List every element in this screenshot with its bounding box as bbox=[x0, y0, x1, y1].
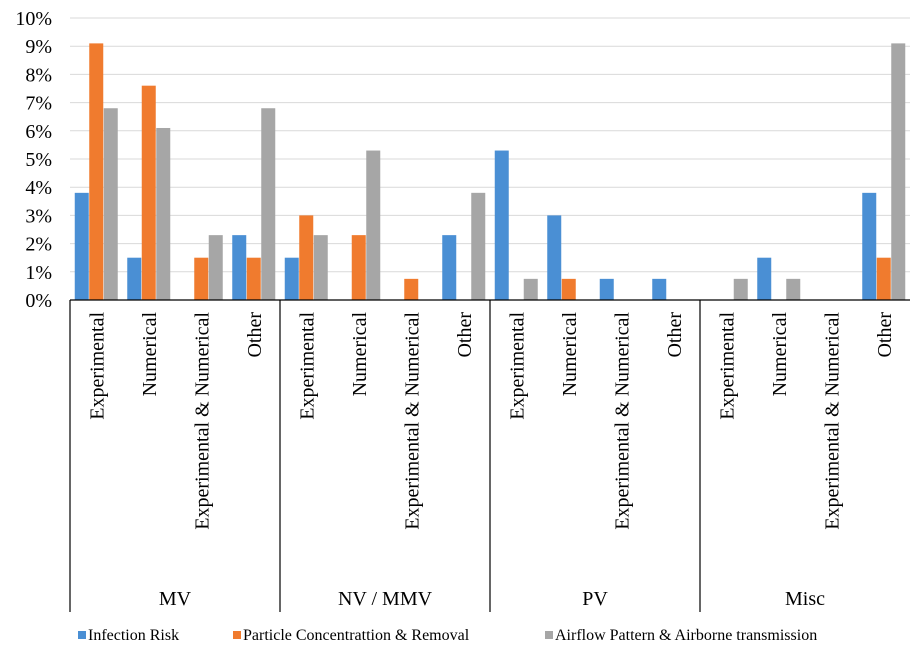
bar bbox=[351, 235, 366, 300]
bar bbox=[299, 215, 314, 300]
group-label: MV bbox=[159, 588, 192, 610]
legend-swatch bbox=[545, 631, 553, 639]
bar bbox=[404, 278, 419, 300]
category-label: Experimental bbox=[716, 312, 738, 420]
bar bbox=[313, 235, 328, 300]
bar bbox=[74, 192, 89, 300]
bar bbox=[89, 43, 104, 300]
y-tick-label: 9% bbox=[25, 36, 52, 58]
legend-label: Infection Risk bbox=[88, 627, 179, 644]
category-label: Numerical bbox=[139, 312, 161, 397]
category-label: Experimental & Numerical bbox=[611, 312, 633, 530]
bar bbox=[284, 257, 299, 300]
bar bbox=[232, 235, 247, 300]
category-label: Experimental & Numerical bbox=[191, 312, 213, 530]
y-tick-label: 8% bbox=[25, 64, 52, 86]
category-label: Numerical bbox=[769, 312, 791, 397]
bar bbox=[442, 235, 457, 300]
bar bbox=[261, 108, 276, 301]
category-label: Other bbox=[244, 312, 266, 358]
category-label: Other bbox=[454, 312, 476, 358]
bar bbox=[141, 85, 156, 301]
bar bbox=[471, 192, 486, 300]
bar bbox=[246, 257, 261, 300]
y-tick-label: 10% bbox=[15, 8, 52, 30]
group-label: Misc bbox=[785, 588, 825, 610]
group-label: PV bbox=[582, 588, 608, 610]
y-tick-label: 6% bbox=[25, 121, 52, 143]
category-label: Other bbox=[664, 312, 686, 358]
y-tick-label: 2% bbox=[25, 234, 52, 256]
y-tick-label: 3% bbox=[25, 205, 52, 227]
group-label: NV / MMV bbox=[338, 588, 433, 610]
y-tick-label: 7% bbox=[25, 93, 52, 115]
bar bbox=[876, 257, 891, 300]
bars bbox=[74, 43, 906, 301]
legend-swatch bbox=[233, 631, 241, 639]
legend-label: Airflow Pattern & Airborne transmission bbox=[555, 627, 817, 644]
bar bbox=[547, 215, 562, 300]
category-label: Numerical bbox=[559, 312, 581, 397]
category-label: Experimental bbox=[506, 312, 528, 420]
bar bbox=[599, 278, 614, 300]
y-tick-label: 1% bbox=[25, 262, 52, 284]
bar bbox=[786, 278, 801, 300]
category-label: Experimental & Numerical bbox=[821, 312, 843, 530]
bar bbox=[127, 257, 142, 300]
bar bbox=[194, 257, 209, 300]
category-label: Numerical bbox=[349, 312, 371, 397]
bar bbox=[494, 150, 509, 300]
x-axis: Experimental Numerical Experimental & Nume… bbox=[69, 299, 910, 612]
bar bbox=[103, 108, 118, 301]
bar bbox=[523, 278, 538, 300]
y-tick-label: 5% bbox=[25, 149, 52, 171]
legend-label: Particle Concentrattion & Removal bbox=[243, 627, 470, 644]
y-axis: 0% 1% 2% 3% 4% 5% 6% 7% 8% 9% 10% bbox=[15, 8, 52, 312]
category-label: Other bbox=[874, 312, 896, 358]
bar bbox=[366, 150, 381, 300]
bar bbox=[652, 278, 667, 300]
bar bbox=[208, 235, 223, 300]
legend: Infection Risk Particle Concentrattion & … bbox=[78, 627, 817, 644]
bar bbox=[862, 192, 877, 300]
category-label: Experimental & Numerical bbox=[401, 312, 423, 530]
y-tick-label: 0% bbox=[25, 290, 52, 312]
y-tick-label: 4% bbox=[25, 177, 52, 199]
category-label: Experimental bbox=[296, 312, 318, 420]
category-label: Experimental bbox=[86, 312, 108, 420]
legend-swatch bbox=[78, 631, 86, 639]
bar bbox=[561, 278, 576, 300]
gridlines bbox=[70, 17, 910, 273]
bar bbox=[156, 127, 171, 300]
bar bbox=[733, 278, 748, 300]
bar bbox=[757, 257, 772, 300]
bar bbox=[891, 43, 906, 300]
